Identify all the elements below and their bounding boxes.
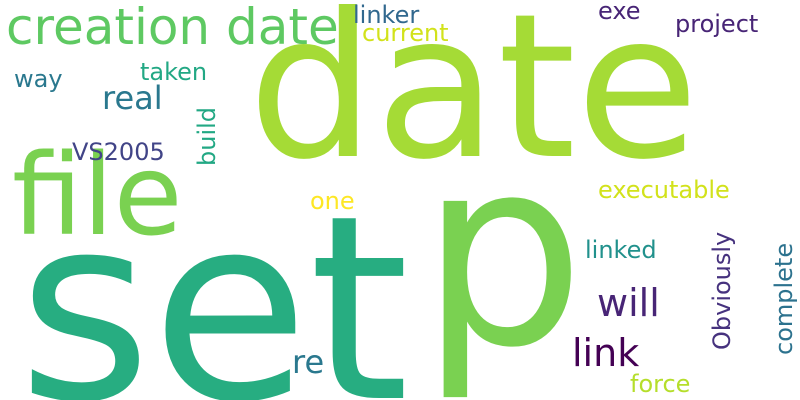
word-p: p [420, 103, 586, 400]
word-re: re [292, 343, 325, 381]
word-way: way [14, 65, 63, 93]
word-one: one [310, 187, 355, 215]
word-exe: exe [598, 0, 641, 25]
word-set: set [18, 161, 410, 400]
word-taken: taken [140, 58, 208, 86]
word-current: current [362, 19, 449, 47]
word-linked: linked [585, 236, 657, 264]
word-date: date [248, 0, 699, 204]
word-file: file [12, 131, 183, 261]
word-link: link [572, 331, 640, 375]
word-project: project [675, 10, 759, 38]
word-complete: complete [770, 242, 798, 355]
word-vs2005: VS2005 [72, 138, 165, 166]
word-creation-date: creation date [6, 0, 339, 56]
word-build: build [193, 106, 221, 166]
word-linker: linker [353, 1, 420, 29]
word-executable: executable [598, 176, 730, 204]
word-will: will [597, 281, 660, 325]
word-obviously: Obviously [708, 231, 736, 350]
word-force: force [630, 370, 691, 398]
word-real: real [102, 79, 163, 117]
